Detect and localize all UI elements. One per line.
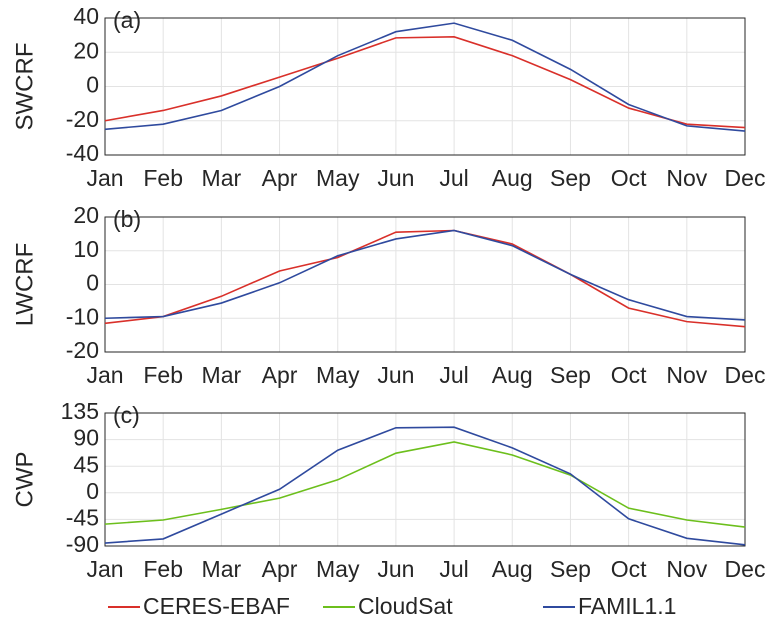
y-tick-label: 40: [73, 3, 99, 29]
x-tick-label: Nov: [666, 362, 707, 388]
x-tick-label: Mar: [202, 556, 242, 582]
series-line: [104, 229, 746, 321]
x-tick-label: Feb: [143, 556, 183, 582]
x-tick-label: Jun: [377, 165, 414, 191]
axes-box: [104, 17, 746, 156]
x-tick-label: Sep: [550, 362, 591, 388]
x-tick-label: Nov: [666, 165, 707, 191]
panel-label: (b): [113, 206, 141, 232]
x-tick-label: Mar: [202, 362, 242, 388]
y-axis-label: SWCRF: [11, 43, 38, 131]
x-tick-label: May: [316, 165, 360, 191]
y-tick-label: 0: [86, 478, 99, 504]
y-tick-label: 10: [73, 236, 99, 262]
x-tick-label: Jan: [86, 165, 123, 191]
series-line: [104, 441, 746, 528]
x-tick-label: Oct: [611, 362, 647, 388]
x-tick-label: Jul: [439, 556, 468, 582]
y-tick-label: -20: [66, 337, 99, 363]
y-tick-label: 135: [61, 398, 99, 424]
y-tick-label: 0: [86, 270, 99, 296]
x-tick-label: Oct: [611, 556, 647, 582]
x-tick-label: Jun: [377, 556, 414, 582]
x-tick-label: Apr: [262, 165, 298, 191]
x-tick-label: Mar: [202, 165, 242, 191]
y-tick-label: -45: [66, 504, 99, 530]
x-tick-label: Apr: [262, 362, 298, 388]
x-tick-label: Dec: [725, 362, 766, 388]
x-tick-label: Sep: [550, 165, 591, 191]
x-tick-label: Jul: [439, 362, 468, 388]
legend-label: CloudSat: [358, 593, 453, 619]
x-tick-label: Jul: [439, 165, 468, 191]
axes-box: [104, 216, 746, 353]
x-tick-label: May: [316, 362, 360, 388]
x-tick-label: Jan: [86, 362, 123, 388]
y-tick-label: -40: [66, 140, 99, 166]
panel-label: (c): [113, 402, 140, 428]
x-tick-label: Sep: [550, 556, 591, 582]
x-tick-label: May: [316, 556, 360, 582]
x-tick-label: Feb: [143, 362, 183, 388]
series-line: [104, 426, 746, 546]
y-tick-label: 20: [73, 202, 99, 228]
legend-label: CERES-EBAF: [143, 593, 290, 619]
series-line: [104, 22, 746, 132]
y-axis-label: LWCRF: [11, 243, 38, 327]
axes-box: [104, 412, 746, 547]
series-line: [104, 229, 746, 328]
x-tick-label: Dec: [725, 556, 766, 582]
x-tick-label: Aug: [492, 362, 533, 388]
x-tick-label: Jan: [86, 556, 123, 582]
panel-label: (a): [113, 7, 141, 33]
x-tick-label: Feb: [143, 165, 183, 191]
x-tick-label: Dec: [725, 165, 766, 191]
y-tick-label: -10: [66, 303, 99, 329]
x-tick-label: Nov: [666, 556, 707, 582]
legend-label: FAMIL1.1: [578, 593, 676, 619]
y-axis-label: CWP: [11, 452, 38, 508]
y-tick-label: -20: [66, 106, 99, 132]
y-tick-label: 0: [86, 72, 99, 98]
x-tick-label: Aug: [492, 556, 533, 582]
series-line: [104, 36, 746, 129]
x-tick-label: Jun: [377, 362, 414, 388]
y-tick-label: -90: [66, 531, 99, 557]
x-tick-label: Oct: [611, 165, 647, 191]
y-tick-label: 90: [73, 425, 99, 451]
x-tick-label: Aug: [492, 165, 533, 191]
x-tick-label: Apr: [262, 556, 298, 582]
y-tick-label: 20: [73, 37, 99, 63]
y-tick-label: 45: [73, 451, 99, 477]
